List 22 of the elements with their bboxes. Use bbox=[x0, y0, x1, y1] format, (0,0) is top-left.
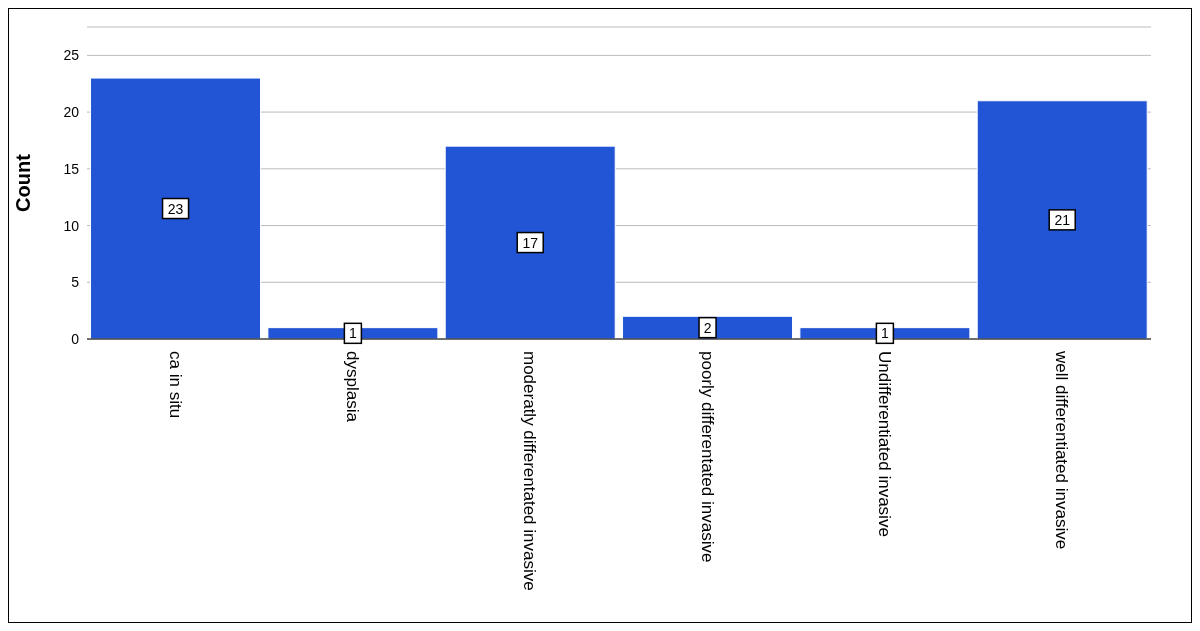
bar bbox=[444, 145, 616, 339]
data-label: 17 bbox=[522, 234, 539, 251]
y-tick-label: 0 bbox=[71, 330, 80, 347]
x-tick-label: dysplasia bbox=[343, 351, 362, 423]
data-label: 23 bbox=[167, 200, 184, 217]
data-label: 1 bbox=[348, 325, 357, 342]
bar bbox=[90, 77, 262, 339]
y-tick-label: 25 bbox=[63, 47, 80, 64]
x-tick-label: poorly differentated invasive bbox=[697, 351, 717, 563]
data-label: 1 bbox=[880, 325, 889, 342]
data-label: 2 bbox=[703, 319, 712, 336]
x-tick-label: Undifferentiated invasive bbox=[875, 351, 894, 537]
data-label: 21 bbox=[1054, 211, 1071, 228]
y-tick-label: 20 bbox=[63, 104, 80, 121]
bar bbox=[976, 100, 1148, 339]
x-tick-label: well differentiated invasive bbox=[1052, 350, 1072, 550]
y-tick-label: 15 bbox=[63, 160, 80, 177]
x-tick-label: ca in situ bbox=[165, 351, 185, 419]
y-axis-title: Count bbox=[12, 153, 35, 212]
y-tick-label: 5 bbox=[71, 274, 80, 291]
x-tick-label: moderatly differentated invasive bbox=[520, 351, 540, 591]
y-tick-label: 10 bbox=[63, 217, 80, 234]
